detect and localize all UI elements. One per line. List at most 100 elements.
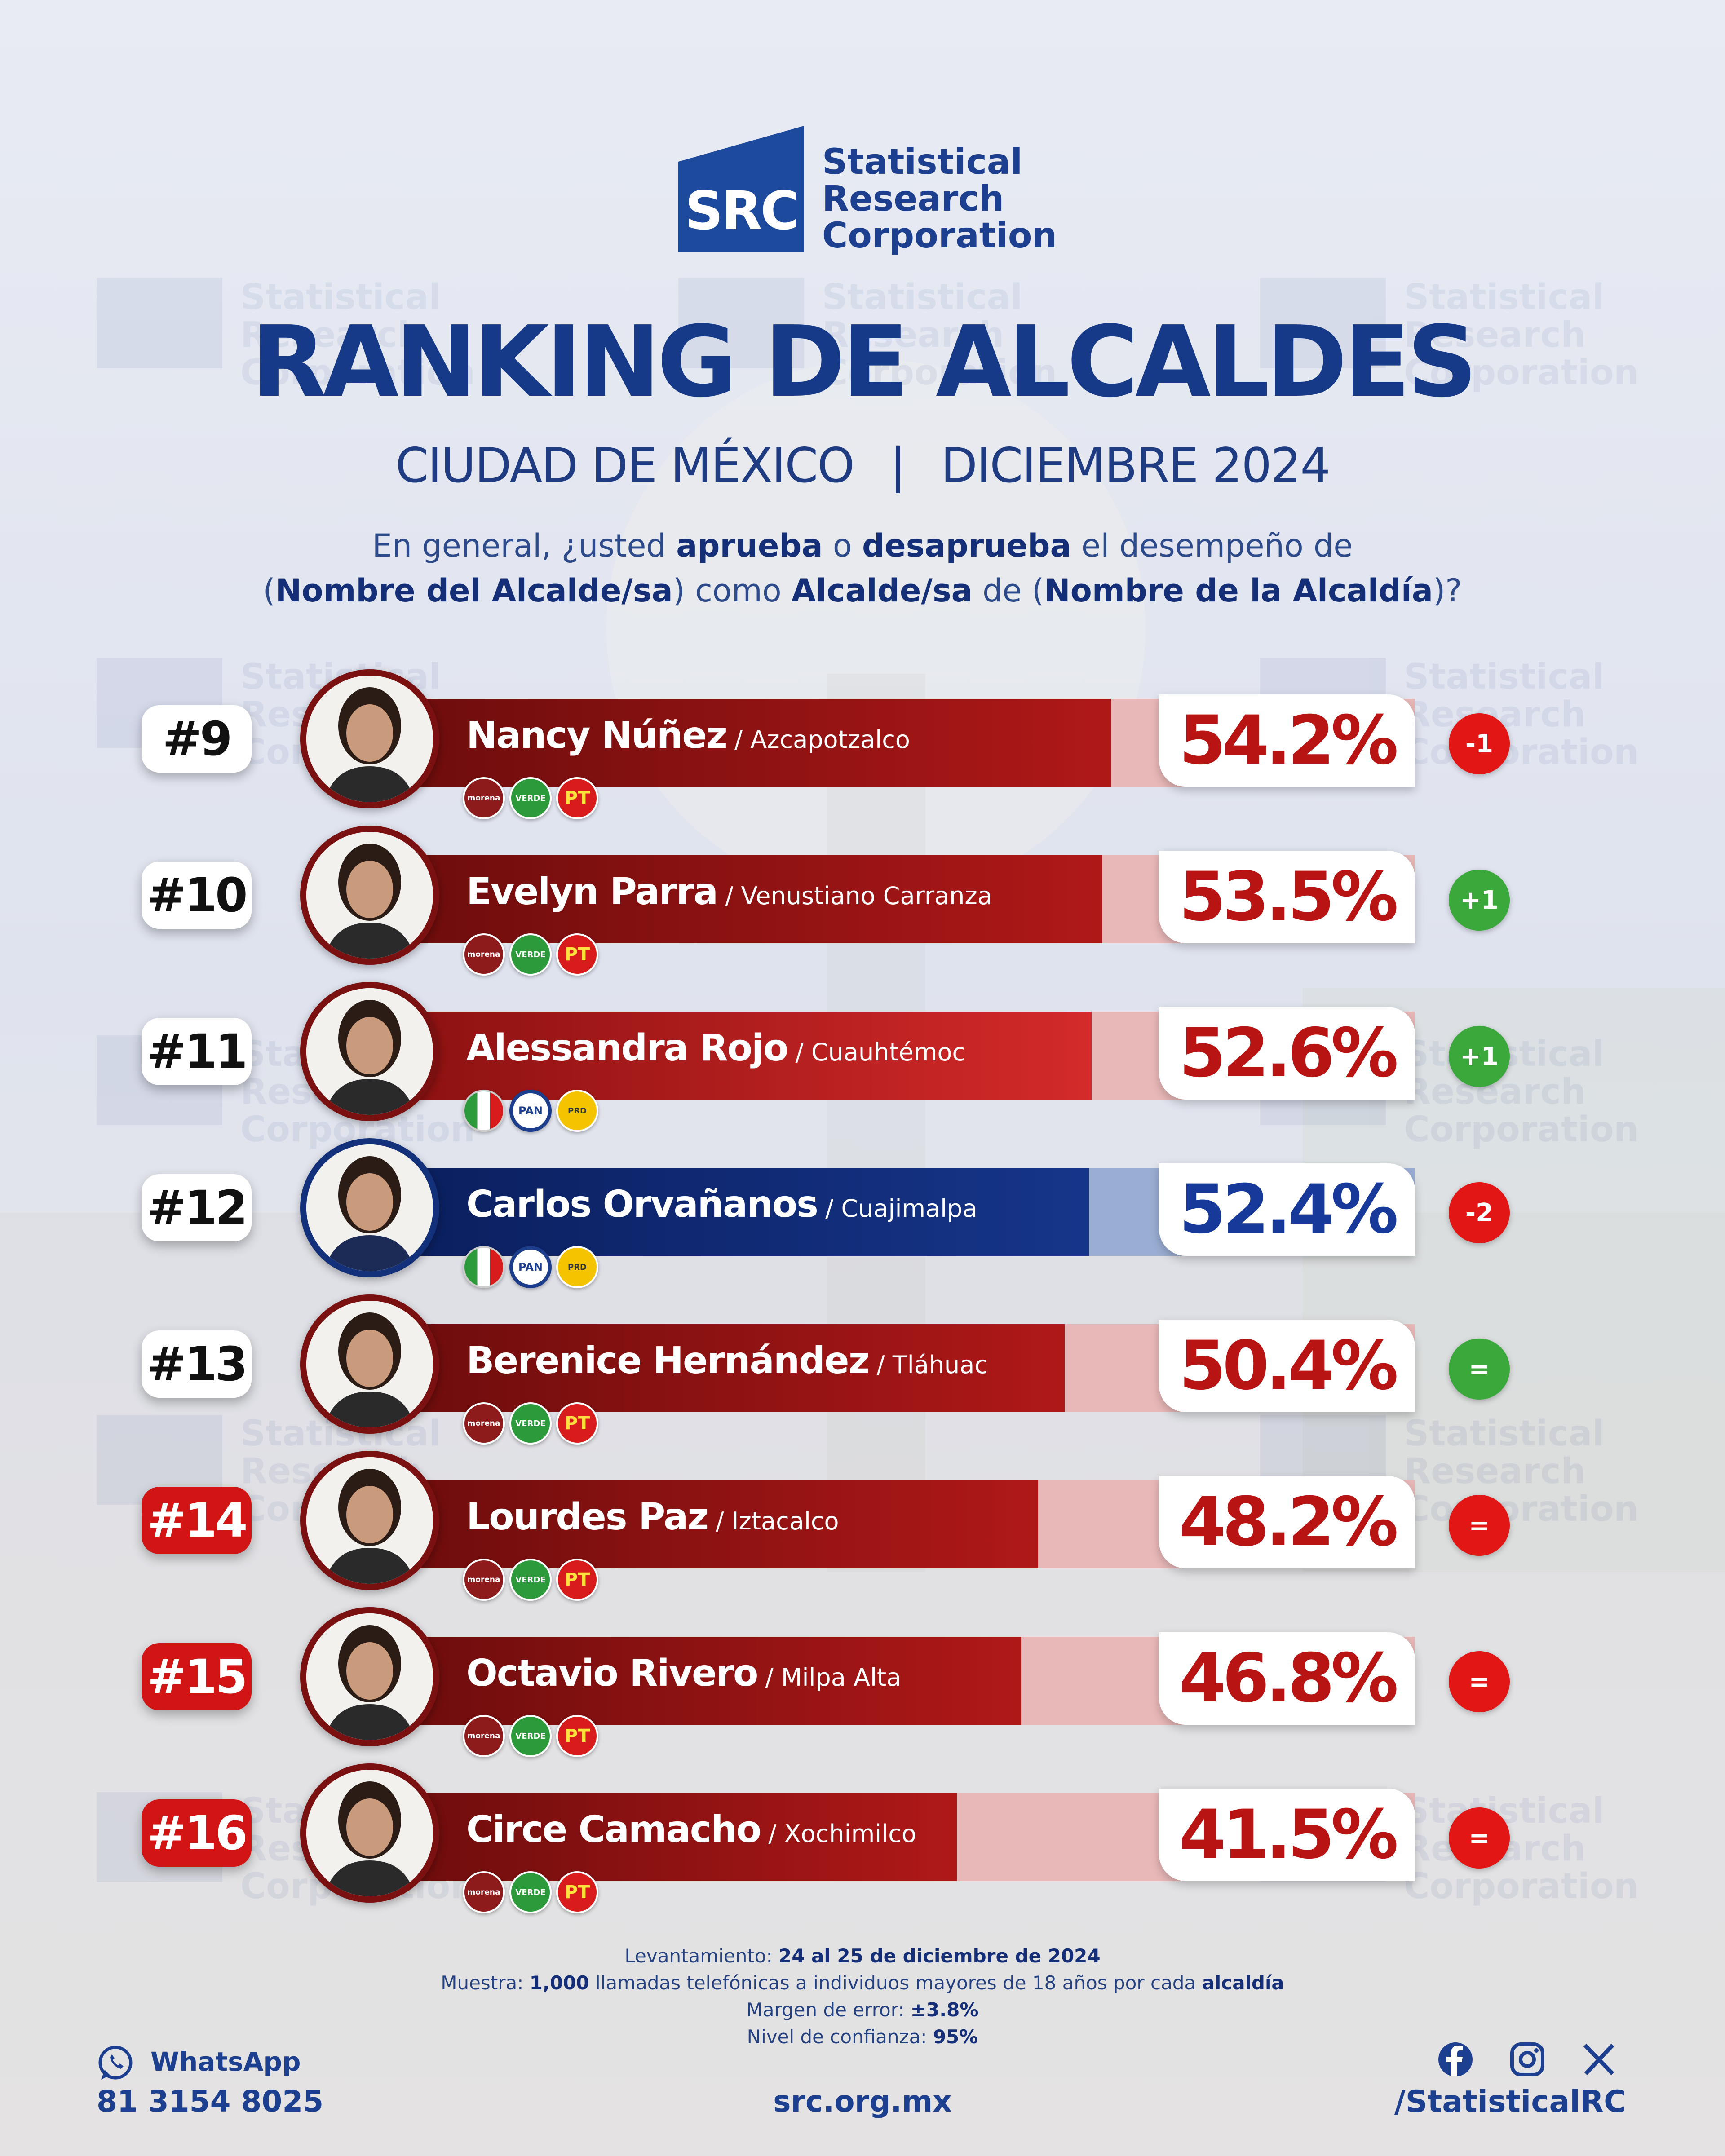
alcaldia-name: / Cuajimalpa — [817, 1194, 978, 1223]
approval-percentage: 52.6% — [1159, 1007, 1415, 1100]
verde-party-logo: VERDE — [509, 933, 552, 976]
mayor-name-line: Nancy Núñez / Azcapotzalco — [466, 714, 910, 757]
pri-party-logo: PRI — [463, 1090, 505, 1132]
mayor-name: Nancy Núñez — [466, 714, 728, 757]
pri-party-logo: PRI — [463, 1246, 505, 1288]
morena-party-logo: morena — [463, 933, 505, 976]
website-link[interactable]: src.org.mx — [773, 2084, 952, 2119]
approval-bar-fill — [373, 1480, 1038, 1568]
alcaldia-name: / Iztacalco — [708, 1507, 839, 1535]
whatsapp-icon — [98, 2046, 133, 2080]
alcaldia-name: / Cuauhtémoc — [787, 1038, 966, 1066]
party-logos: morena VERDE PT — [463, 1559, 598, 1604]
approval-bar-fill — [373, 1324, 1065, 1412]
prd-party-logo: PRD — [556, 1090, 598, 1132]
rank-badge: #12 — [142, 1174, 252, 1241]
pt-party-logo: PT — [556, 1871, 598, 1913]
rank-change-badge: -2 — [1449, 1182, 1510, 1243]
alcaldia-name: / Venustiano Carranza — [717, 882, 992, 910]
mayor-name-line: Octavio Rivero / Milpa Alta — [466, 1652, 901, 1695]
verde-party-logo: VERDE — [509, 777, 552, 819]
approval-percentage: 52.4% — [1159, 1163, 1415, 1256]
person-icon — [306, 1613, 433, 1740]
approval-bar-fill — [373, 855, 1102, 943]
mayor-name: Circe Camacho — [466, 1808, 761, 1851]
mayor-name-line: Lourdes Paz / Iztacalco — [466, 1496, 839, 1538]
party-logos: morena VERDE PT — [463, 1402, 598, 1447]
mayor-name-line: Evelyn Parra / Venustiano Carranza — [466, 870, 992, 913]
rank-badge: #13 — [142, 1330, 252, 1398]
rank-change-badge: = — [1449, 1495, 1510, 1556]
rank-badge: #15 — [142, 1643, 252, 1710]
ranking-row: #13 Berenice Hernández / Tláhuac 50.4% more… — [0, 1294, 1725, 1445]
pt-party-logo: PT — [556, 1559, 598, 1601]
date-label: DICIEMBRE 2024 — [941, 438, 1330, 493]
mayor-name: Carlos Orvañanos — [466, 1183, 818, 1226]
mayor-photo — [300, 669, 439, 808]
prd-party-logo: PRD — [556, 1246, 598, 1288]
morena-party-logo: morena — [463, 1559, 505, 1601]
alcaldia-name: / Azcapotzalco — [726, 725, 910, 754]
methodology-notes: Levantamiento: 24 al 25 de diciembre de … — [0, 1943, 1725, 2050]
approval-percentage: 46.8% — [1159, 1632, 1415, 1725]
alcaldia-name: / Tláhuac — [869, 1351, 988, 1379]
rank-badge: #9 — [142, 705, 252, 773]
ranking-row: #14 Lourdes Paz / Iztacalco 48.2% morena VER… — [0, 1451, 1725, 1601]
page-subtitle: CIUDAD DE MÉXICO | DICIEMBRE 2024 — [0, 438, 1725, 493]
rank-change-badge: = — [1449, 1339, 1510, 1400]
rank-change-badge: = — [1449, 1807, 1510, 1869]
party-logos: morena VERDE PT — [463, 1715, 598, 1760]
ranking-row: #12 Carlos Orvañanos / Cuajimalpa 52.4% PRI… — [0, 1138, 1725, 1288]
mayor-name: Lourdes Paz — [466, 1496, 709, 1538]
whatsapp-number[interactable]: 81 3154 8025 — [97, 2084, 324, 2119]
mayor-name: Octavio Rivero — [466, 1652, 758, 1695]
rank-change-badge: +1 — [1449, 1026, 1510, 1087]
person-icon — [306, 832, 433, 959]
approval-bar-fill — [373, 699, 1111, 787]
social-handle[interactable]: /StatisticalRC — [1394, 2084, 1626, 2120]
mayor-name: Alessandra Rojo — [466, 1027, 788, 1069]
social-links: /StatisticalRC — [1394, 2041, 1640, 2140]
ranking-row: #9 Nancy Núñez / Azcapotzalco 54.2% morena V… — [0, 669, 1725, 819]
facebook-icon[interactable] — [1438, 2041, 1473, 2077]
instagram-icon[interactable] — [1509, 2041, 1545, 2077]
approval-percentage: 54.2% — [1159, 694, 1415, 787]
approval-percentage: 41.5% — [1159, 1789, 1415, 1881]
mayor-photo — [300, 982, 439, 1121]
party-logos: PRIPANPRD — [463, 1090, 598, 1135]
methodology-line: Nivel de confianza: 95% — [747, 2026, 978, 2048]
subtitle-separator: | — [889, 438, 906, 493]
rank-badge: #10 — [142, 862, 252, 929]
party-logos: morena VERDE PT — [463, 777, 598, 822]
morena-party-logo: morena — [463, 1715, 505, 1757]
approval-bar-fill — [373, 1012, 1092, 1100]
party-logos: morena VERDE PT — [463, 1871, 598, 1916]
logo-line-2: Research — [822, 179, 1004, 219]
alcaldia-name: / Milpa Alta — [757, 1663, 902, 1692]
person-icon — [306, 988, 433, 1115]
approval-bar-fill — [373, 1637, 1021, 1725]
logo-src-text: SRC — [685, 180, 799, 242]
rank-change-badge: = — [1449, 1651, 1510, 1712]
approval-bar-fill — [373, 1168, 1089, 1256]
mayor-photo — [300, 1451, 439, 1590]
mayor-name-line: Alessandra Rojo / Cuauhtémoc — [466, 1027, 965, 1069]
person-icon — [306, 676, 433, 802]
approval-bar-fill — [373, 1793, 957, 1881]
logo-company-name: Statistical Research Corporation — [822, 144, 1057, 254]
methodology-line: Levantamiento: 24 al 25 de diciembre de … — [624, 1945, 1101, 1967]
morena-party-logo: morena — [463, 1402, 505, 1445]
ranking-row: #16 Circe Camacho / Xochimilco 41.5% morena… — [0, 1763, 1725, 1913]
mayor-name: Berenice Hernández — [466, 1339, 870, 1382]
logo-mark — [678, 126, 804, 252]
x-icon[interactable] — [1581, 2041, 1617, 2077]
methodology-line: Margen de error: ±3.8% — [746, 1999, 979, 2021]
morena-party-logo: morena — [463, 1871, 505, 1913]
person-icon — [306, 1144, 433, 1271]
alcaldia-name: / Xochimilco — [761, 1820, 916, 1848]
mayor-name-line: Circe Camacho / Xochimilco — [466, 1808, 916, 1851]
approval-percentage: 53.5% — [1159, 851, 1415, 943]
